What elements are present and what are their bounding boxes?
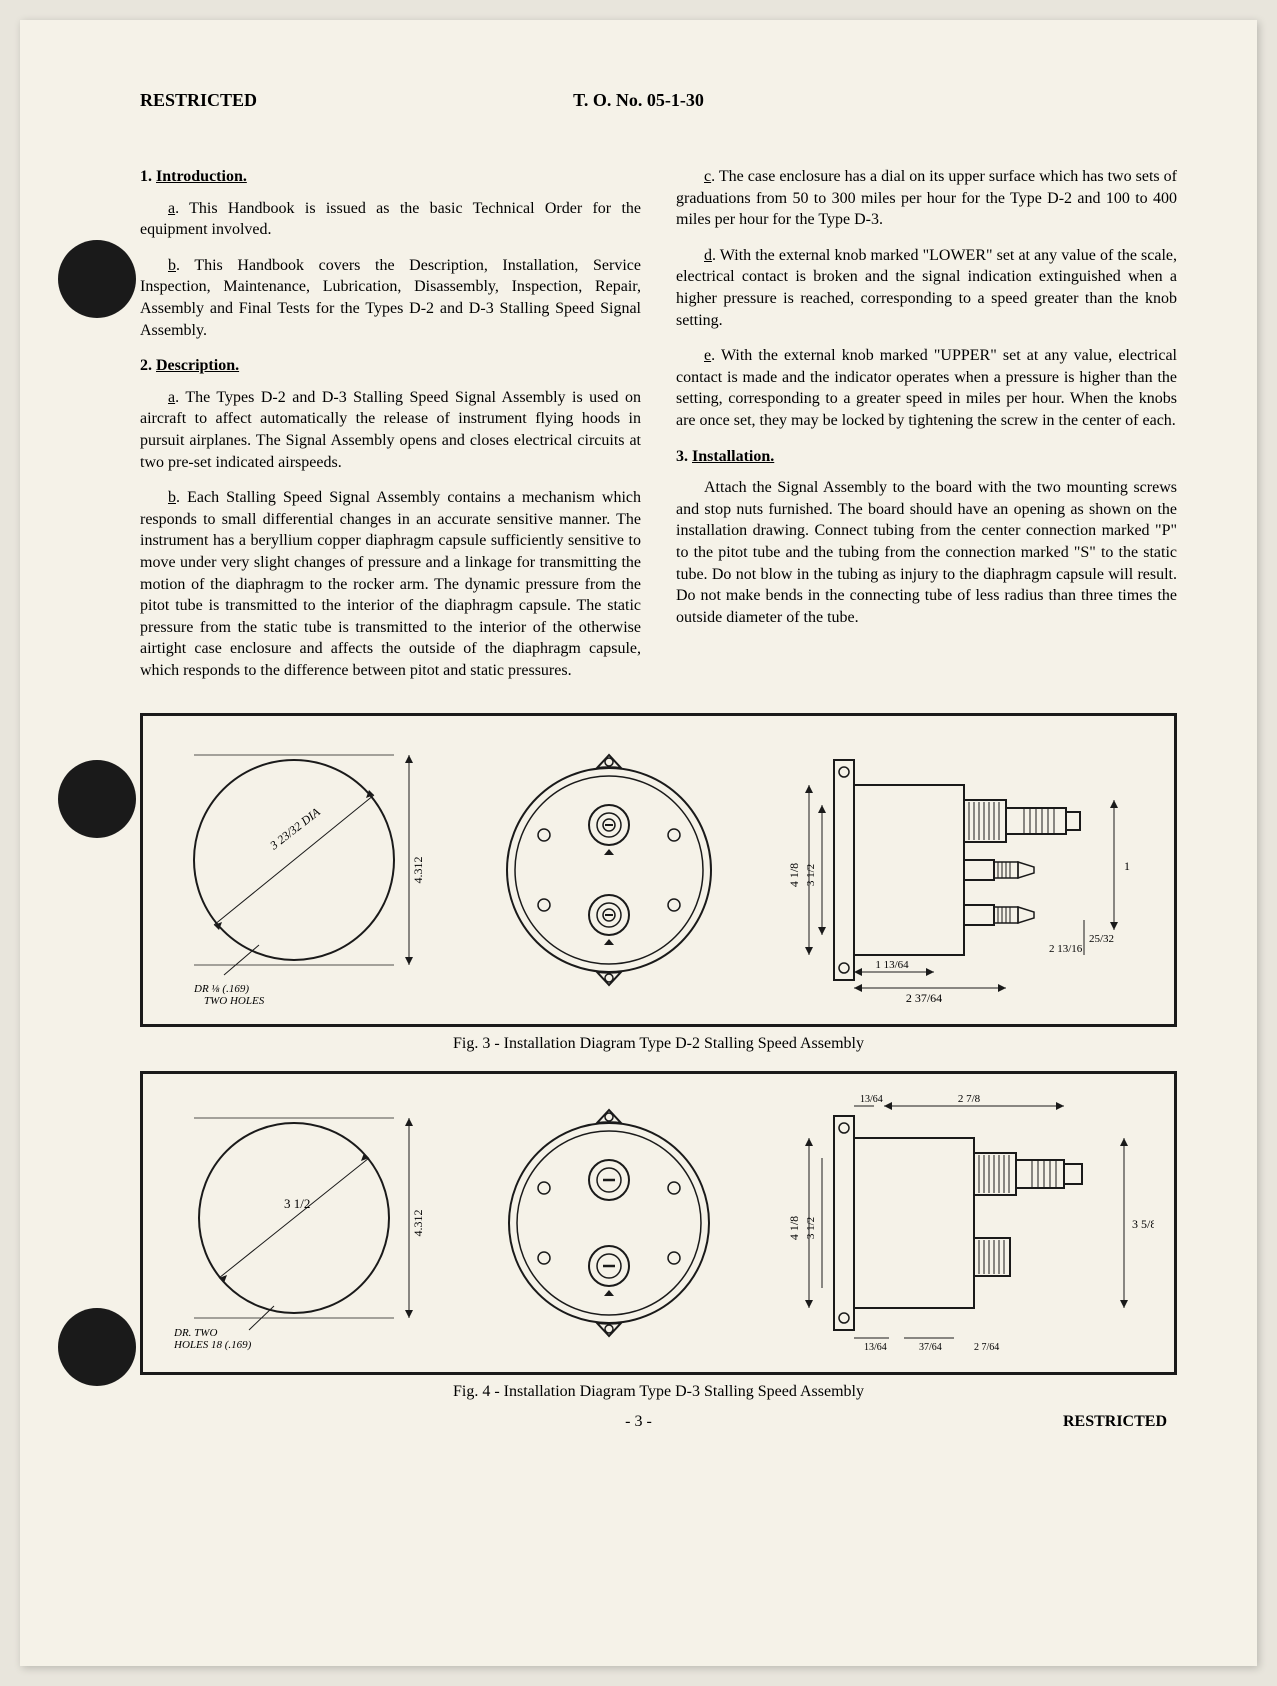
figure-3-diagrams: 3 23/32 DIA 4.312 DR ⅛ (.169) TWO HOLES — [161, 730, 1156, 1010]
svg-text:3 1/2: 3 1/2 — [805, 1217, 817, 1239]
svg-text:2 7/8: 2 7/8 — [957, 1093, 980, 1105]
document-number: T. O. No. 05-1-30 — [573, 90, 704, 111]
svg-text:13/64: 13/64 — [864, 1342, 887, 1353]
body-columns: 1. Introduction. a. This Handbook is iss… — [140, 166, 1177, 695]
fig3-hole-note-1: DR ⅛ (.169) — [193, 983, 249, 995]
fig3-dia-label: 3 23/32 DIA — [266, 805, 323, 854]
classification-footer: RESTRICTED — [1063, 1413, 1167, 1431]
svg-text:4.312: 4.312 — [411, 1210, 425, 1237]
svg-text:25/32: 25/32 — [1089, 933, 1114, 945]
svg-text:1: 1 — [1124, 859, 1130, 873]
fig3-front-view: 3 23/32 DIA 4.312 DR ⅛ (.169) TWO HOLES — [164, 730, 444, 1010]
para-2b: b. Each Stalling Speed Signal Assembly c… — [140, 487, 641, 681]
svg-text:4 1/8: 4 1/8 — [787, 863, 801, 887]
section-2-heading: 2. Description. — [140, 355, 641, 377]
para-2d: d. With the external knob marked "LOWER"… — [676, 245, 1177, 331]
svg-text:HOLES 18 (.169): HOLES 18 (.169) — [173, 1339, 252, 1351]
right-column: c. The case enclosure has a dial on its … — [676, 166, 1177, 695]
para-1a: a. This Handbook is issued as the basic … — [140, 198, 641, 241]
fig4-rear-view — [469, 1088, 749, 1358]
svg-text:13/64: 13/64 — [860, 1094, 883, 1105]
left-column: 1. Introduction. a. This Handbook is iss… — [140, 166, 641, 695]
fig3-hole-note-2: TWO HOLES — [204, 995, 265, 1007]
svg-text:1 13/64: 1 13/64 — [875, 959, 909, 971]
punch-hole — [58, 760, 136, 838]
classification-header: RESTRICTED — [140, 90, 257, 111]
svg-text:3 1/2: 3 1/2 — [805, 864, 817, 886]
fig3-side-view: 4 1/8 3 1/2 2 37/64 1 13/64 25/32 — [774, 730, 1154, 1010]
page: RESTRICTED T. O. No. 05-1-30 1. Introduc… — [20, 20, 1257, 1666]
para-2a: a. The Types D-2 and D-3 Stalling Speed … — [140, 387, 641, 473]
para-2c: c. The case enclosure has a dial on its … — [676, 166, 1177, 231]
svg-text:2 7/64: 2 7/64 — [974, 1342, 999, 1353]
punch-hole — [58, 240, 136, 318]
svg-text:37/64: 37/64 — [919, 1342, 942, 1353]
para-1b: b. This Handbook covers the Description,… — [140, 255, 641, 341]
svg-text:4 1/8: 4 1/8 — [787, 1216, 801, 1240]
punch-hole — [58, 1308, 136, 1386]
figure-4-diagrams: 3 1/2 4.312 DR. TWO HOLES 18 (.169) — [161, 1088, 1156, 1358]
svg-text:2 13/16: 2 13/16 — [1049, 943, 1083, 955]
svg-text:DR. TWO: DR. TWO — [173, 1327, 217, 1339]
fig3-rear-view — [469, 730, 749, 1010]
figure-3-caption: Fig. 3 - Installation Diagram Type D-2 S… — [140, 1035, 1177, 1053]
page-header: RESTRICTED T. O. No. 05-1-30 — [140, 90, 1177, 111]
para-3-body: Attach the Signal Assembly to the board … — [676, 477, 1177, 628]
svg-text:2 37/64: 2 37/64 — [905, 991, 941, 1005]
fig4-side-view: 4 1/8 3 1/2 13/64 2 7/8 3 5/8 13/64 — [774, 1088, 1154, 1358]
fig4-dia-label: 3 1/2 — [284, 1196, 310, 1211]
page-number: - 3 - — [625, 1413, 652, 1431]
section-1-heading: 1. Introduction. — [140, 166, 641, 188]
figure-3-frame: 3 23/32 DIA 4.312 DR ⅛ (.169) TWO HOLES — [140, 713, 1177, 1027]
fig4-front-view: 3 1/2 4.312 DR. TWO HOLES 18 (.169) — [164, 1088, 444, 1358]
fig3-height-dim: 4.312 — [411, 857, 425, 884]
section-3-heading: 3. Installation. — [676, 446, 1177, 468]
para-2e: e. With the external knob marked "UPPER"… — [676, 345, 1177, 431]
svg-text:3 5/8: 3 5/8 — [1132, 1217, 1154, 1231]
figure-4-frame: 3 1/2 4.312 DR. TWO HOLES 18 (.169) — [140, 1071, 1177, 1375]
figure-4-caption: Fig. 4 - Installation Diagram Type D-3 S… — [140, 1383, 1177, 1401]
page-footer: - 3 - RESTRICTED — [140, 1413, 1177, 1431]
